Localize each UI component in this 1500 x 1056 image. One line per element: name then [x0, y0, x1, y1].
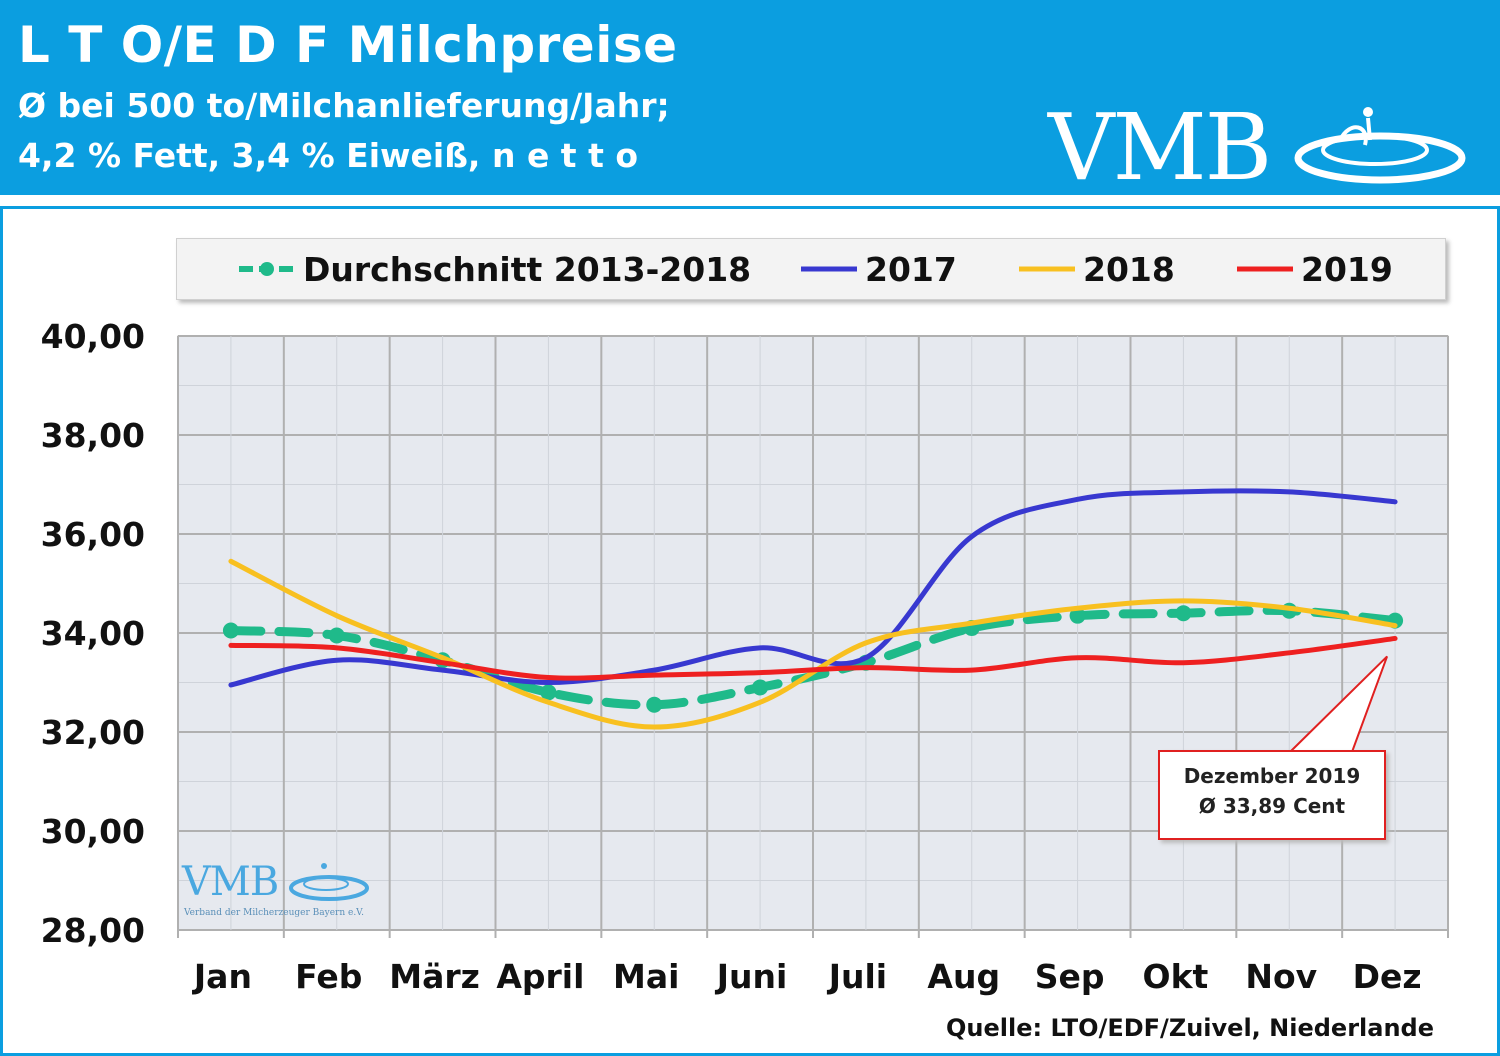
- callout-line2: Ø 33,89 Cent: [1198, 794, 1346, 818]
- x-tick-label: Okt: [1143, 957, 1209, 996]
- x-tick-label: Aug: [927, 957, 1000, 996]
- series-line-y2017: [228, 488, 1398, 688]
- x-tick-label: Juni: [715, 957, 788, 996]
- x-tick-label: Sep: [1035, 957, 1105, 996]
- vmb-logo-small-text: VMB: [182, 859, 279, 905]
- legend-label-2017: 2017: [865, 249, 957, 289]
- legend: Durchschnitt 2013-2018 2017 2018 2019: [176, 238, 1446, 300]
- data-point-avg: [1175, 605, 1192, 622]
- legend-swatch-2017: [801, 266, 857, 272]
- series-line-y2019: [228, 635, 1398, 681]
- data-point-avg: [1069, 607, 1086, 624]
- vmb-logo-top: VMB: [1040, 100, 1470, 195]
- data-point-avg: [222, 622, 239, 639]
- legend-swatch-2018: [1019, 266, 1075, 272]
- annotation-callout: Dezember 2019 Ø 33,89 Cent: [1158, 750, 1386, 840]
- vmb-swirl-icon: [1294, 107, 1466, 184]
- x-axis-ticks: Jan Feb März April Mai Juni Juli Aug Sep Okt Nov De…: [192, 957, 1422, 996]
- data-point-avg: [646, 696, 663, 713]
- legend-swatch-2019: [1237, 266, 1293, 272]
- x-tick-label: Jan: [192, 957, 252, 996]
- series-line-avg: [226, 605, 1400, 710]
- data-point-avg: [328, 627, 345, 644]
- data-point-avg: [540, 684, 557, 701]
- legend-label-2018: 2018: [1083, 249, 1175, 289]
- legend-item-2017: 2017: [799, 239, 957, 299]
- vmb-logo-watermark: VMB Verband der Milcherzeuger Bayern e.V…: [182, 860, 382, 930]
- gridlines: [177, 335, 1449, 938]
- header-banner: L T O/E D F Milchpreise Ø bei 500 to/Mil…: [0, 0, 1500, 195]
- y-axis-ticks: 40,00 38,00 36,00 34,00 32,00 30,00 28,00: [41, 317, 145, 950]
- legend-item-avg: Durchschnitt 2013-2018: [237, 239, 751, 299]
- x-tick-label: Dez: [1353, 957, 1422, 996]
- vmb-swirl-small-icon: [289, 863, 369, 901]
- y-tick-label: 28,00: [41, 911, 145, 950]
- data-point-avg: [752, 679, 769, 696]
- vmb-logo-text: VMB: [1048, 94, 1272, 201]
- chart-title: L T O/E D F Milchpreise: [18, 16, 678, 74]
- source-note: Quelle: LTO/EDF/Zuivel, Niederlande: [946, 1014, 1434, 1042]
- y-tick-label: 38,00: [41, 416, 145, 455]
- y-tick-label: 34,00: [41, 614, 145, 653]
- chart-subtitle-line1: Ø bei 500 to/Milchanlieferung/Jahr;: [18, 86, 670, 125]
- legend-swatch-avg: [239, 262, 295, 276]
- y-tick-label: 32,00: [41, 713, 145, 752]
- x-tick-label: April: [496, 957, 584, 996]
- chart-subtitle-line2: 4,2 % Fett, 3,4 % Eiweiß, n e t t o: [18, 136, 639, 175]
- legend-label-avg: Durchschnitt 2013-2018: [303, 249, 752, 289]
- y-tick-label: 36,00: [41, 515, 145, 554]
- y-tick-label: 30,00: [41, 812, 145, 851]
- x-tick-label: Mai: [613, 957, 679, 996]
- series-lines: [222, 488, 1404, 730]
- y-tick-label: 40,00: [41, 317, 145, 356]
- legend-item-2018: 2018: [1017, 239, 1175, 299]
- x-tick-label: Feb: [295, 957, 362, 996]
- x-tick-label: Nov: [1245, 957, 1317, 996]
- x-tick-label: Juli: [827, 957, 887, 996]
- callout-line1: Dezember 2019: [1183, 764, 1361, 788]
- x-tick-label: März: [389, 957, 480, 996]
- vmb-logo-caption: Verband der Milcherzeuger Bayern e.V.: [184, 908, 364, 918]
- legend-item-2019: 2019: [1235, 239, 1393, 299]
- legend-label-2019: 2019: [1301, 249, 1393, 289]
